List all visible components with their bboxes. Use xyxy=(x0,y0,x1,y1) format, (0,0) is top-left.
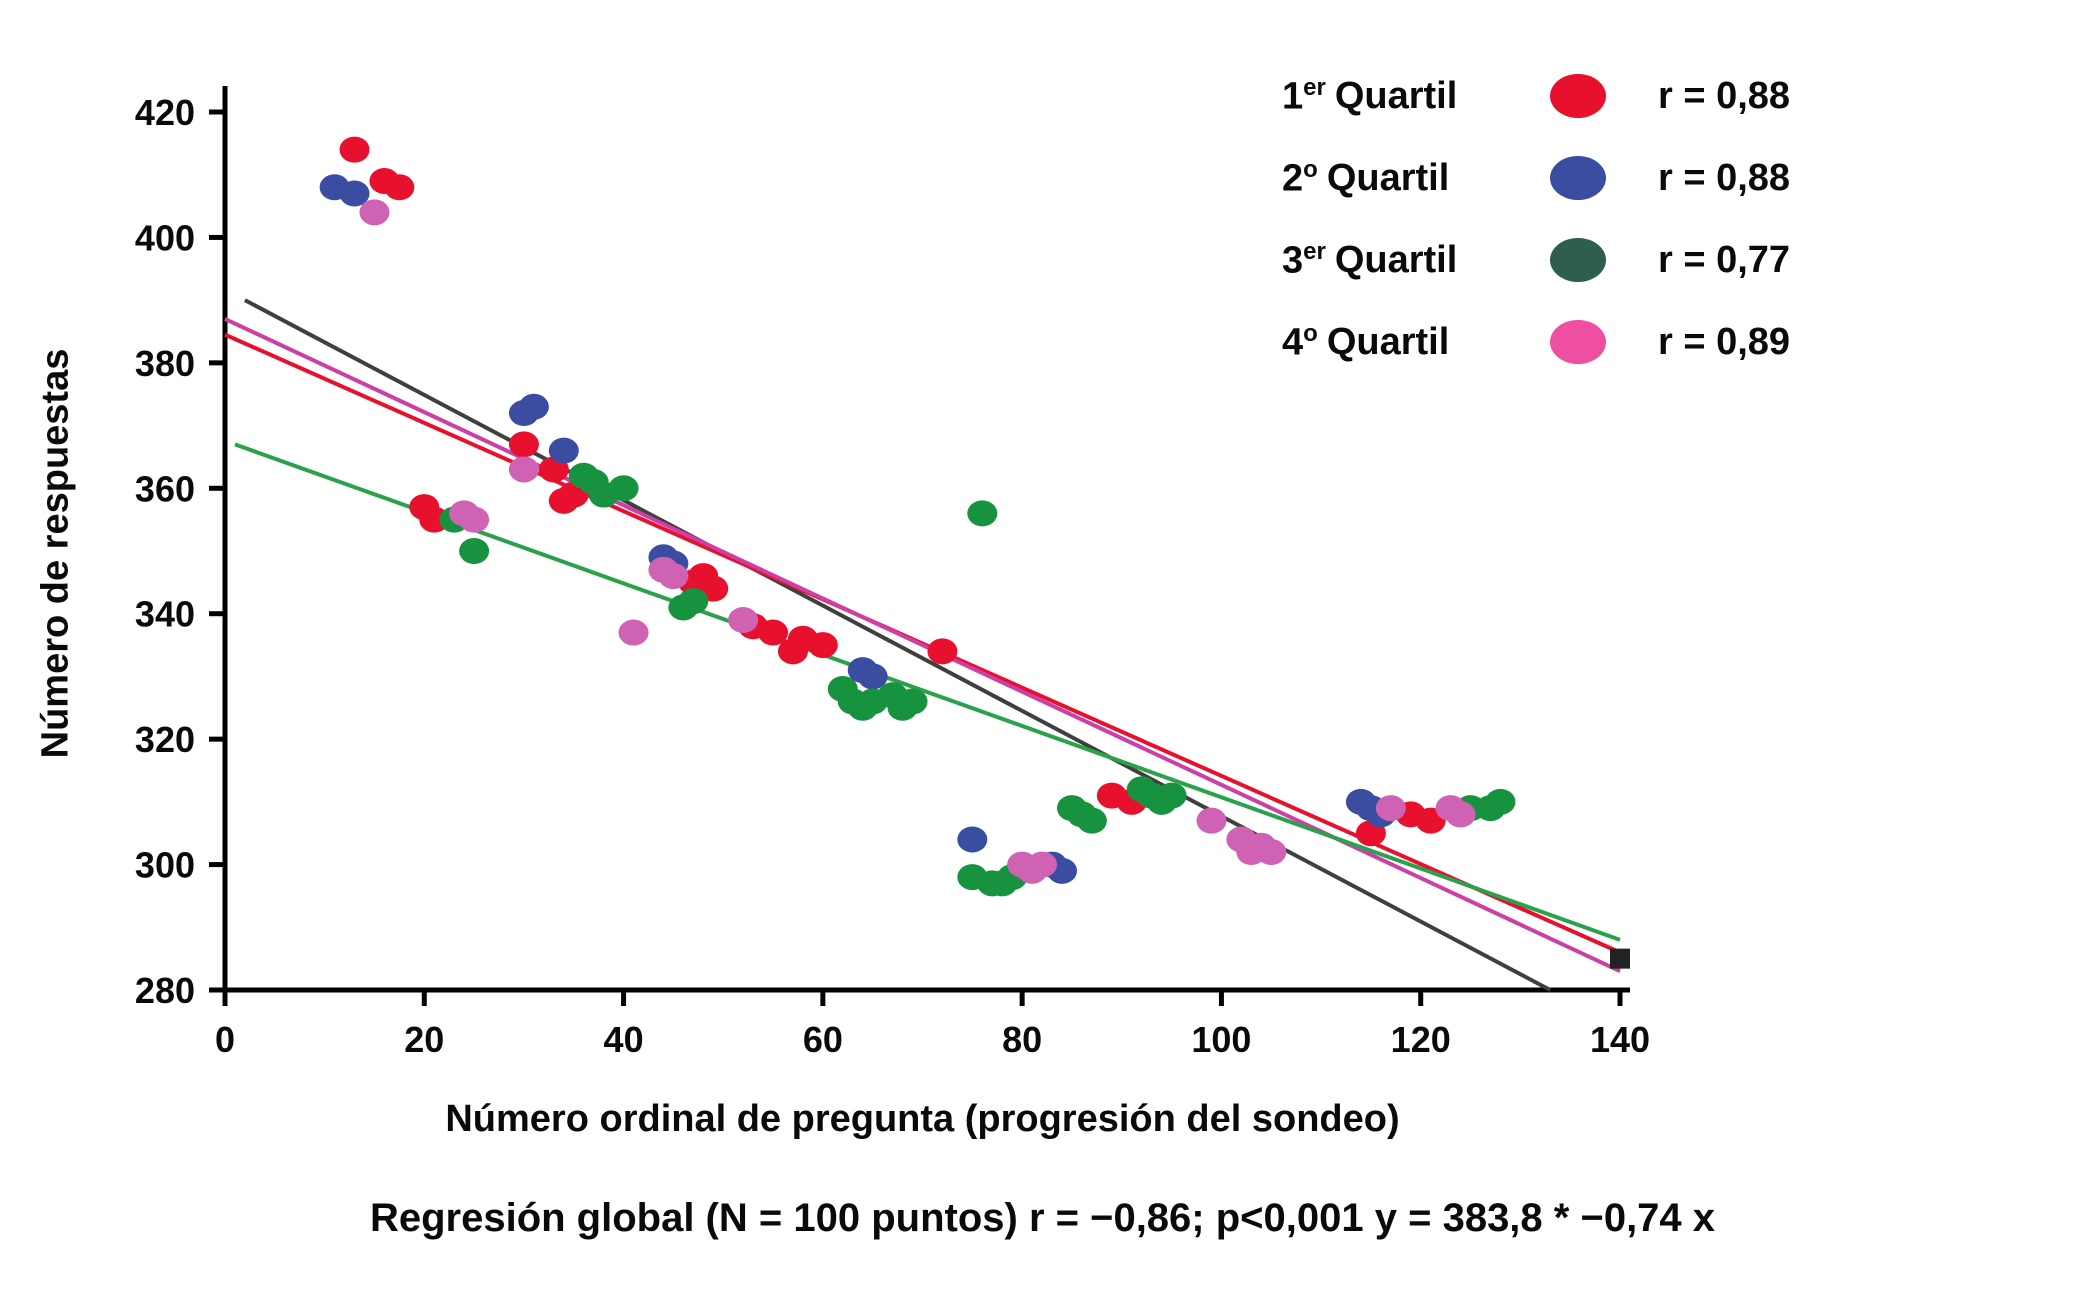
data-point-1 xyxy=(339,136,370,163)
data-point-4 xyxy=(618,619,649,646)
x-tick-label: 100 xyxy=(1191,1019,1251,1060)
magenta-line xyxy=(224,317,1621,973)
legend-num: 2 xyxy=(1282,157,1304,200)
legend-item-q3: 3er Quartil r = 0,77 xyxy=(1282,232,1790,288)
legend-word: Quartil xyxy=(1326,321,1450,364)
legend-swatch-q1 xyxy=(1550,74,1606,118)
y-tick-label: 300 xyxy=(135,845,195,886)
data-point-4 xyxy=(1445,801,1476,828)
legend-r-value-q4: r = 0,89 xyxy=(1658,320,1791,363)
legend-swatch-q3 xyxy=(1550,238,1606,282)
legend-label-q3: 3er Quartil xyxy=(1282,238,1550,283)
legend-swatch-q2 xyxy=(1550,156,1606,200)
x-tick-label: 120 xyxy=(1391,1019,1451,1060)
data-point-1 xyxy=(508,431,539,458)
legend-item-q2: 2o Quartil r = 0,88 xyxy=(1282,150,1790,206)
y-tick-label: 380 xyxy=(135,343,195,384)
legend-sup: er xyxy=(1303,237,1326,265)
global-dark-line xyxy=(243,298,1552,992)
data-point-4 xyxy=(1027,851,1058,878)
x-tick-label: 20 xyxy=(404,1019,444,1060)
data-point-3 xyxy=(678,588,709,615)
y-tick-label: 360 xyxy=(135,468,195,509)
data-point-3 xyxy=(1156,782,1187,809)
data-point-1 xyxy=(758,619,789,646)
y-tick-label: 320 xyxy=(135,719,195,760)
data-point-2 xyxy=(339,180,370,207)
legend-r-value-q1: r = 0,88 xyxy=(1658,74,1791,117)
data-point-4 xyxy=(1256,839,1287,866)
data-point-1 xyxy=(807,632,838,659)
x-tick-label: 40 xyxy=(604,1019,644,1060)
x-tick-label: 80 xyxy=(1002,1019,1042,1060)
legend-sup: o xyxy=(1303,155,1318,183)
square-mark xyxy=(1610,948,1630,969)
data-point-3 xyxy=(1485,788,1516,815)
y-tick-label: 340 xyxy=(135,594,195,635)
data-point-4 xyxy=(359,199,390,226)
legend-word: Quartil xyxy=(1334,75,1458,118)
legend-label-q1: 1er Quartil xyxy=(1282,74,1550,119)
data-point-3 xyxy=(1076,807,1107,834)
y-tick-label: 280 xyxy=(135,970,195,1011)
data-point-3 xyxy=(967,500,998,527)
legend-r-value-q2: r = 0,88 xyxy=(1658,156,1791,199)
data-point-4 xyxy=(508,456,539,483)
x-tick-label: 60 xyxy=(803,1019,843,1060)
y-tick-label: 400 xyxy=(135,217,195,258)
data-point-4 xyxy=(728,606,759,633)
legend-word: Quartil xyxy=(1326,157,1450,200)
legend-sup: er xyxy=(1303,73,1326,101)
legend: 1er Quartil r = 0,88 2o Quartil r = 0,88 3… xyxy=(1282,68,1790,370)
data-point-2 xyxy=(957,826,988,853)
legend-num: 3 xyxy=(1282,239,1304,282)
legend-label-q4: 4o Quartil xyxy=(1282,320,1550,365)
x-tick-label: 140 xyxy=(1590,1019,1650,1060)
y-tick-label: 420 xyxy=(135,92,195,133)
data-point-3 xyxy=(897,688,928,715)
data-point-3 xyxy=(459,538,490,564)
data-point-2 xyxy=(857,663,888,690)
data-point-4 xyxy=(459,506,490,533)
legend-item-q1: 1er Quartil r = 0,88 xyxy=(1282,68,1790,124)
data-point-3 xyxy=(608,475,639,502)
x-axis-title: Número ordinal de pregunta (progresión d… xyxy=(445,1098,1400,1140)
data-point-1 xyxy=(927,638,958,665)
legend-swatch-q4 xyxy=(1550,320,1606,364)
x-tick-label: 0 xyxy=(215,1019,235,1060)
legend-num: 4 xyxy=(1282,321,1304,364)
regression-caption: Regresión global (N = 100 puntos) r = −0… xyxy=(369,1196,1716,1240)
data-point-1 xyxy=(384,174,415,201)
legend-item-q4: 4o Quartil r = 0,89 xyxy=(1282,314,1790,370)
y-axis-title: Número de respuestas xyxy=(34,348,77,759)
legend-num: 1 xyxy=(1282,75,1304,118)
data-point-4 xyxy=(658,563,689,590)
data-point-4 xyxy=(1196,807,1227,834)
legend-sup: o xyxy=(1303,319,1318,347)
data-point-2 xyxy=(518,393,549,420)
data-point-2 xyxy=(548,437,579,464)
legend-label-q2: 2o Quartil xyxy=(1282,156,1550,201)
legend-r-value-q3: r = 0,77 xyxy=(1658,238,1791,281)
legend-word: Quartil xyxy=(1334,239,1458,282)
data-point-4 xyxy=(1375,795,1406,822)
